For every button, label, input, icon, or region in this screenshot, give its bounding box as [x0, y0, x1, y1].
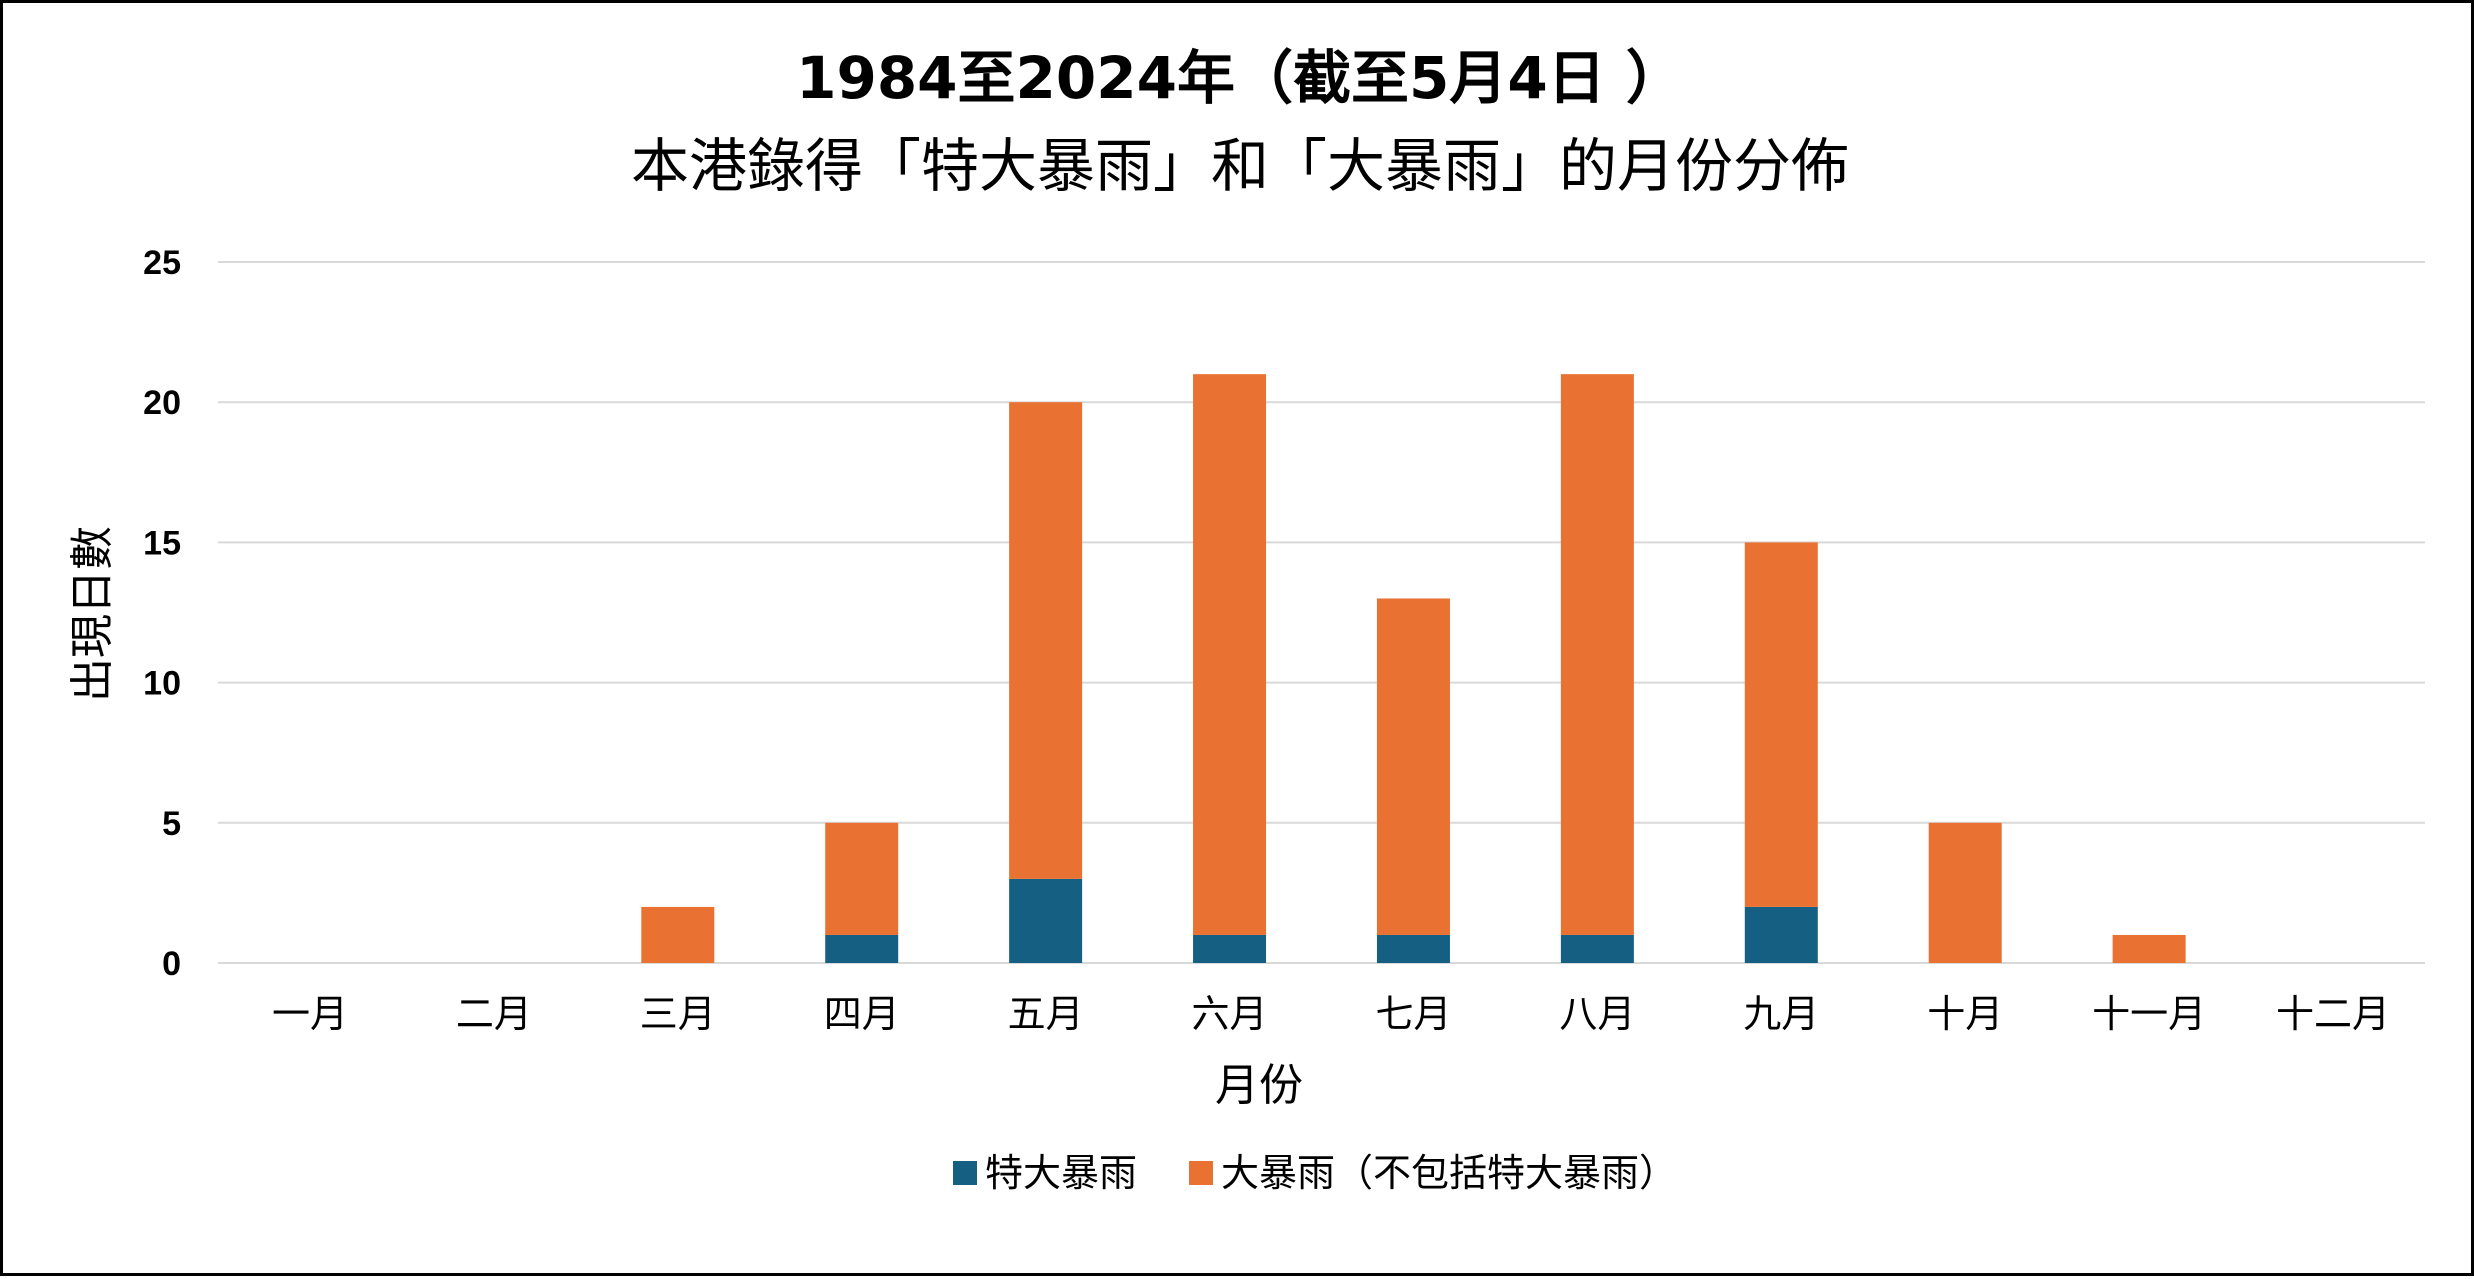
bar-heavy-rain-3 — [641, 906, 715, 963]
bar-heavy-rain-7 — [1376, 598, 1450, 935]
bar-extreme-rain-7 — [1376, 934, 1450, 963]
bar-heavy-rain-6 — [1193, 374, 1267, 935]
legend-label-heavy-rain: 大暴雨（不包括特大暴雨） — [1221, 1151, 1677, 1195]
bar-heavy-rain-4 — [825, 822, 899, 935]
y-tick-label: 25 — [143, 244, 181, 282]
legend-swatch-extreme-rain — [953, 1161, 977, 1185]
chart-title-line1: 1984至2024年（截至5月4日 ） — [796, 44, 1684, 112]
x-tick-label: 二月 — [456, 992, 532, 1036]
x-tick-label: 四月 — [824, 992, 900, 1036]
y-axis-title: 出現日數 — [67, 526, 118, 702]
legend-item-extreme-rain: 特大暴雨 — [953, 1151, 1137, 1195]
bar-heavy-rain-9 — [1744, 542, 1818, 907]
legend-swatch-heavy-rain — [1189, 1161, 1213, 1185]
x-tick-label: 九月 — [1743, 992, 1819, 1036]
x-axis-ticks: 一月 二月 三月 四月 五月 六月 七月 八月 九月 十月 十一月 十二月 — [272, 992, 2390, 1036]
x-tick-label: 十一月 — [2092, 992, 2206, 1036]
y-tick-label: 20 — [143, 384, 181, 422]
bar-heavy-rain-8 — [1560, 374, 1634, 935]
legend: 特大暴雨 大暴雨（不包括特大暴雨） — [953, 1151, 1677, 1195]
x-tick-label: 五月 — [1008, 992, 1084, 1036]
bars — [641, 374, 2186, 963]
y-tick-label: 10 — [143, 665, 181, 703]
legend-label-extreme-rain: 特大暴雨 — [985, 1151, 1137, 1195]
bar-extreme-rain-8 — [1560, 934, 1634, 963]
x-axis-title: 月份 — [1215, 1060, 1303, 1111]
x-tick-label: 三月 — [640, 992, 716, 1036]
y-tick-label: 15 — [143, 524, 181, 562]
x-tick-label: 六月 — [1192, 992, 1268, 1036]
x-tick-label: 八月 — [1559, 992, 1635, 1036]
x-tick-label: 一月 — [272, 992, 348, 1036]
y-axis-ticks: 0 5 10 15 20 25 — [143, 244, 181, 983]
bar-heavy-rain-11 — [2112, 934, 2186, 963]
x-tick-label: 七月 — [1375, 992, 1451, 1036]
bar-extreme-rain-5 — [1009, 878, 1083, 963]
bar-heavy-rain-5 — [1009, 402, 1083, 879]
gridlines — [218, 261, 2425, 964]
x-tick-label: 十二月 — [2276, 992, 2390, 1036]
y-tick-label: 0 — [162, 945, 181, 983]
bar-extreme-rain-6 — [1193, 934, 1267, 963]
bar-heavy-rain-10 — [1928, 822, 2002, 963]
y-tick-label: 5 — [162, 805, 181, 843]
legend-item-heavy-rain: 大暴雨（不包括特大暴雨） — [1189, 1151, 1677, 1195]
x-tick-label: 十月 — [1927, 992, 2003, 1036]
bar-extreme-rain-9 — [1744, 906, 1818, 963]
stacked-bar-chart: 1984至2024年（截至5月4日 ） 本港錄得「特大暴雨」和「大暴雨」的月份分… — [67, 44, 2425, 1195]
bar-extreme-rain-4 — [825, 934, 899, 963]
chart-title-line2: 本港錄得「特大暴雨」和「大暴雨」的月份分佈 — [631, 132, 1849, 200]
